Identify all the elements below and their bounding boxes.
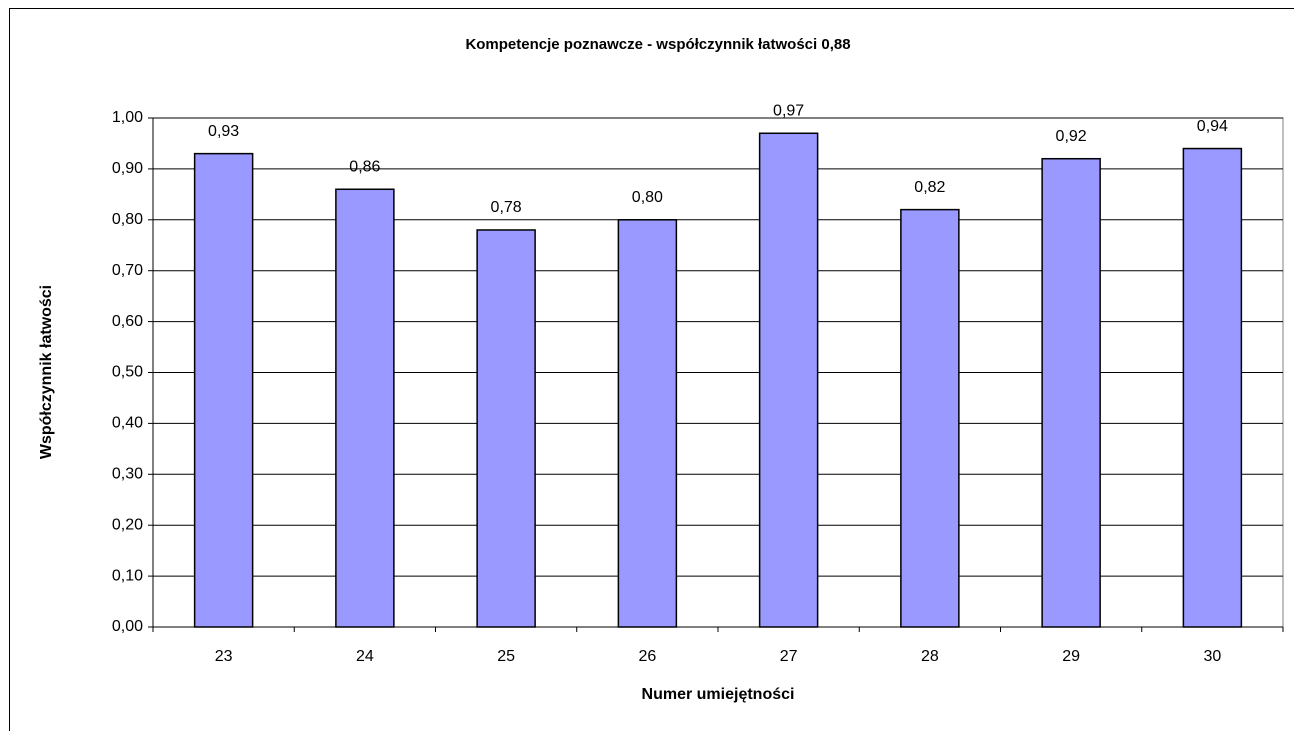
data-label: 0,92: [1056, 128, 1087, 145]
y-tick-label: 0,00: [112, 618, 143, 635]
y-tick-label: 0,80: [112, 211, 143, 228]
bar: [193, 152, 254, 628]
chart-title: Kompetencje poznawcze - współczynnik łat…: [465, 36, 850, 53]
y-tick-label: 0,60: [112, 313, 143, 330]
data-label: 0,78: [491, 199, 522, 216]
y-tick-label: 0,10: [112, 567, 143, 584]
data-label: 0,97: [773, 102, 804, 119]
x-tick-label: 25: [497, 648, 515, 665]
bar: [1041, 157, 1101, 628]
y-tick-label: 1,00: [112, 109, 143, 126]
y-axis-label: Współczynnik łatwości: [38, 285, 55, 459]
bar: [476, 229, 536, 628]
data-label: 0,82: [914, 179, 945, 196]
y-tick-label: 0,30: [112, 466, 143, 483]
y-tick-label: 0,20: [112, 516, 143, 533]
data-label: 0,94: [1197, 118, 1228, 135]
x-tick-label: 30: [1203, 648, 1221, 665]
y-tick-label: 0,70: [112, 262, 143, 279]
x-axis-label: Numer umiejętności: [642, 686, 795, 703]
y-tick-label: 0,50: [112, 364, 143, 381]
bar: [335, 188, 395, 628]
bar: [900, 208, 960, 628]
bar: [758, 132, 819, 628]
x-tick-label: 27: [780, 648, 798, 665]
data-label: 0,93: [208, 123, 239, 140]
x-tick-label: 28: [921, 648, 939, 665]
bar: [1182, 147, 1243, 628]
data-label: 0,86: [349, 158, 380, 175]
x-tick-label: 23: [215, 648, 233, 665]
x-tick-label: 29: [1062, 648, 1080, 665]
x-tick-label: 24: [356, 648, 374, 665]
x-tick-label: 26: [638, 648, 656, 665]
data-label: 0,80: [632, 189, 663, 206]
bar: [617, 219, 678, 628]
y-tick-label: 0,90: [112, 160, 143, 177]
y-tick-label: 0,40: [112, 415, 143, 432]
